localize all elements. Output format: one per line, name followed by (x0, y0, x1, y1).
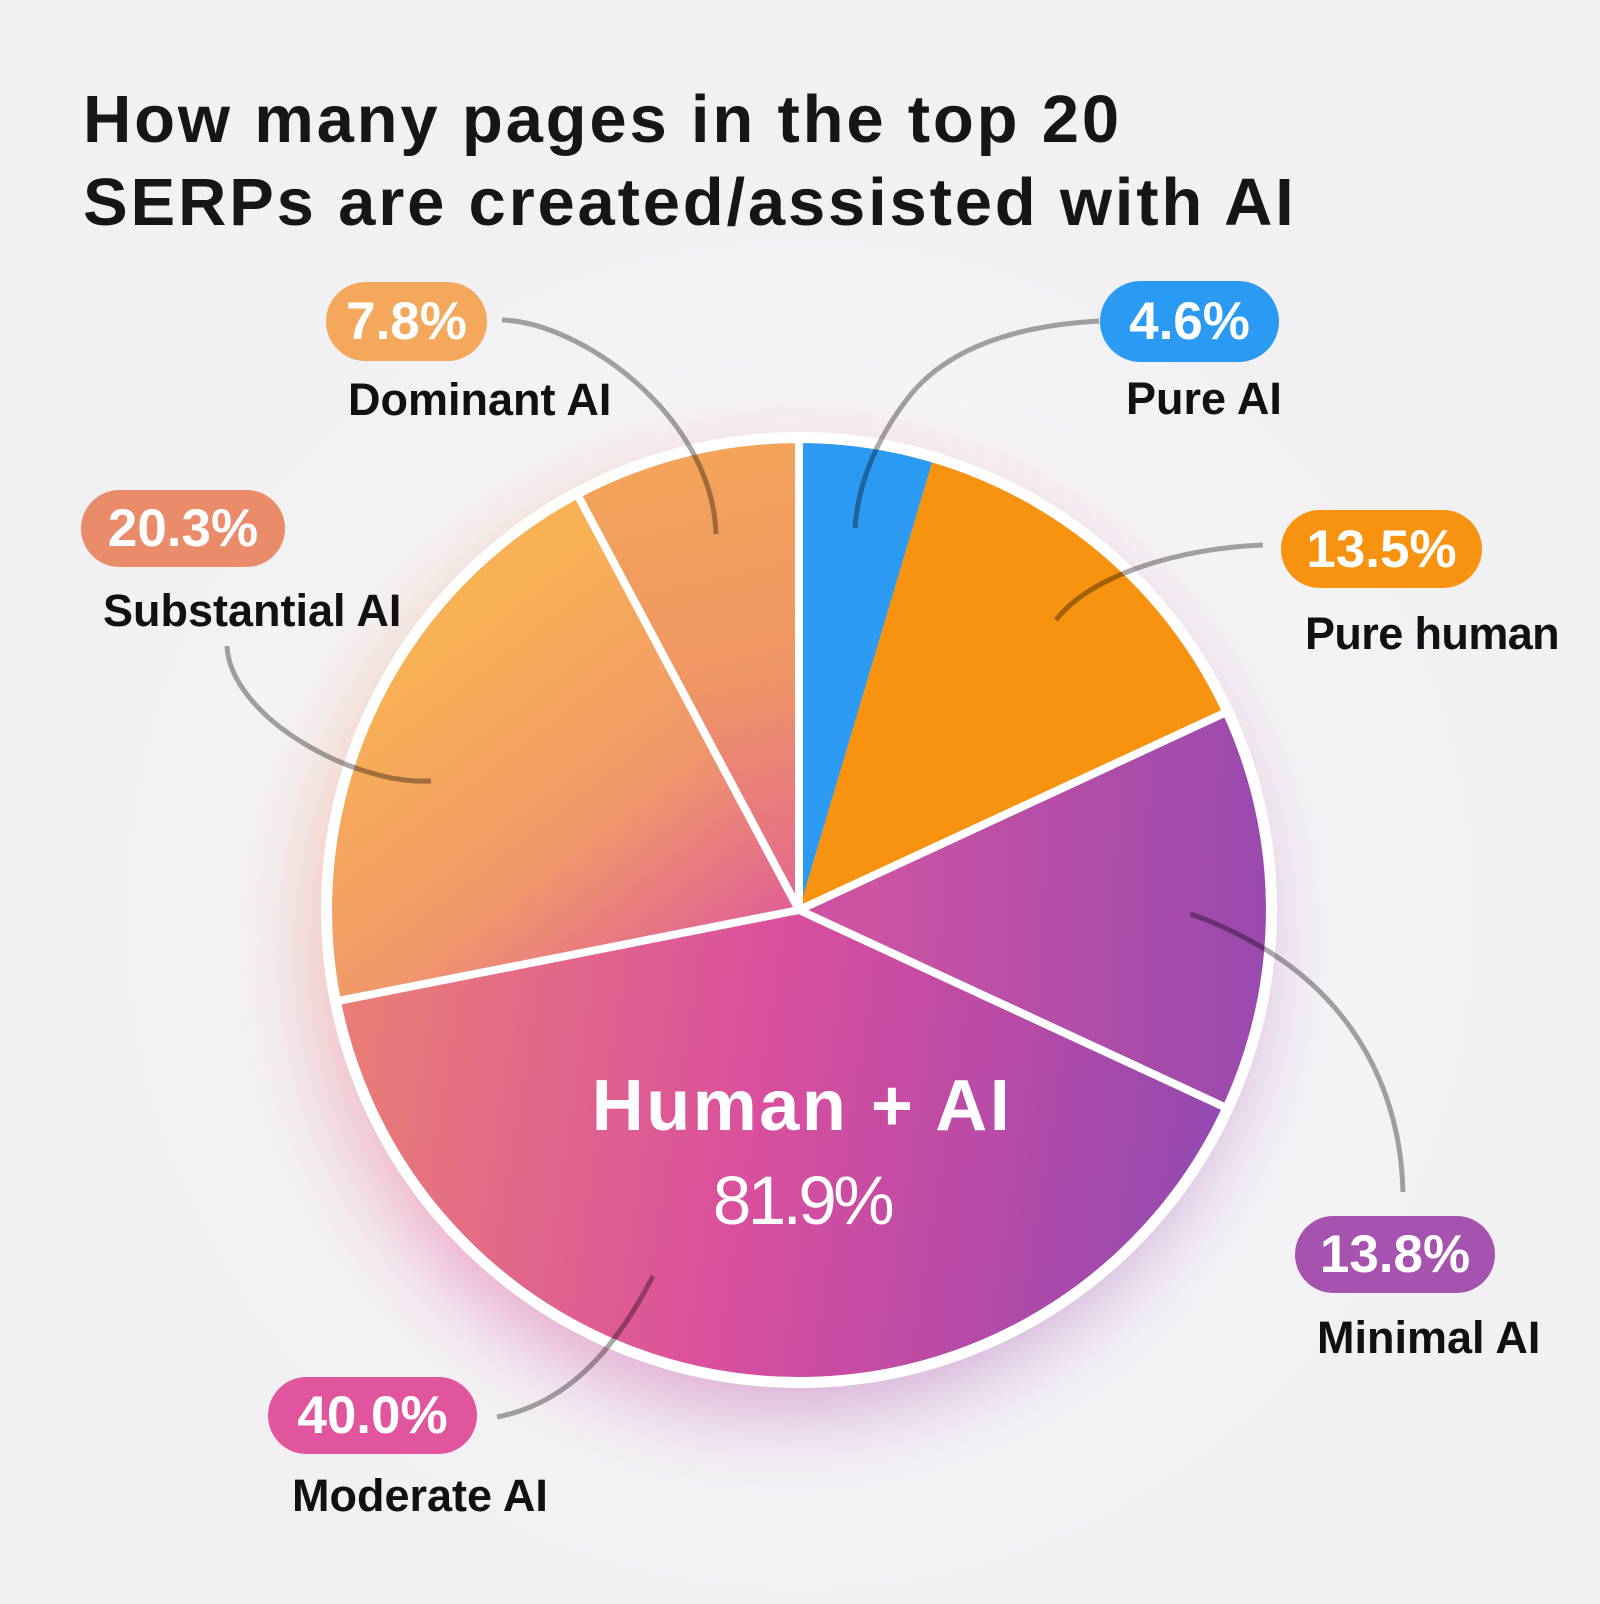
svg-text:81.9%: 81.9% (713, 1162, 892, 1239)
svg-text:Human + AI: Human + AI (592, 1066, 1012, 1146)
